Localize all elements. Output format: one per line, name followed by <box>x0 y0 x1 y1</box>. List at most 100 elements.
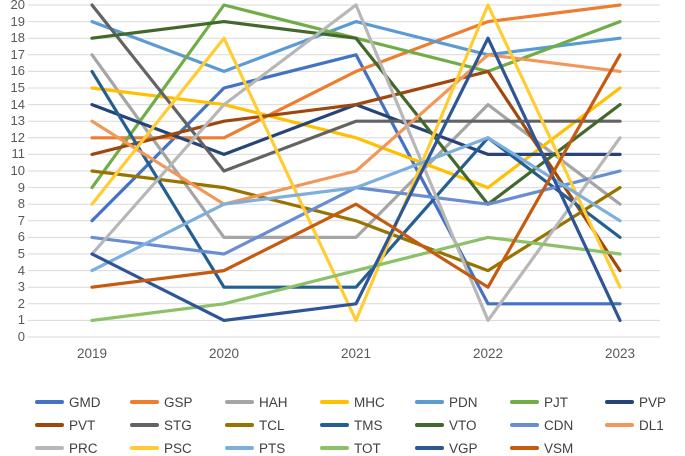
legend-item-PTS: PTS <box>225 440 285 456</box>
x-tick-label-2022: 2022 <box>472 346 504 361</box>
legend-label-PSC: PSC <box>164 440 192 456</box>
legend-swatch-PDN <box>415 400 444 404</box>
legend-swatch-CDN <box>510 423 539 427</box>
legend-label-MHC: MHC <box>354 394 385 410</box>
series-line-VTO <box>90 20 622 206</box>
legend-item-PVT: PVT <box>35 417 95 433</box>
y-tick-label-8: 8 <box>17 196 25 212</box>
legend-item-TMS: TMS <box>320 417 383 433</box>
plot-area <box>28 3 660 338</box>
legend-swatch-PRC <box>35 446 64 450</box>
legend-label-PTS: PTS <box>259 440 286 456</box>
legend-label-PDN: PDN <box>449 394 478 410</box>
legend-label-GSP: GSP <box>164 394 193 410</box>
legend-label-CDN: CDN <box>544 417 574 433</box>
legend-swatch-PVT <box>35 423 64 427</box>
y-tick-label-3: 3 <box>17 279 25 295</box>
legend-swatch-VGP <box>415 446 444 450</box>
y-tick-label-13: 13 <box>10 113 25 129</box>
series-line-PDN <box>90 20 622 74</box>
legend-item-TCL: TCL <box>225 417 285 433</box>
legend-item-VTO: VTO <box>415 417 477 433</box>
legend-item-MHC: MHC <box>320 394 385 410</box>
series-line-STG <box>90 3 622 173</box>
y-tick-label-6: 6 <box>17 229 25 245</box>
legend-swatch-MHC <box>320 400 349 404</box>
x-tick-label-2023: 2023 <box>604 346 636 361</box>
legend-item-GMD: GMD <box>35 394 101 410</box>
legend-label-GMD: GMD <box>69 394 101 410</box>
y-tick-label-2: 2 <box>17 295 25 311</box>
y-tick-label-0: 0 <box>17 329 25 344</box>
legend-label-PRC: PRC <box>69 440 98 456</box>
legend-item-PDN: PDN <box>415 394 478 410</box>
series-line-TOT <box>90 235 622 322</box>
series-line-PVT <box>90 69 622 273</box>
y-tick-label-10: 10 <box>10 163 25 178</box>
legend-swatch-PSC <box>130 446 159 450</box>
legend-label-DL1: DL1 <box>639 417 664 433</box>
legend-swatch-HAH <box>225 400 254 404</box>
legend-label-VTO: VTO <box>449 417 477 433</box>
legend-item-PVP: PVP <box>605 394 666 410</box>
legend-swatch-GMD <box>35 400 64 404</box>
legend-label-VSM: VSM <box>544 440 574 456</box>
legend-item-GSP: GSP <box>130 394 193 410</box>
legend-item-HAH: HAH <box>225 394 288 410</box>
legend-label-STG: STG <box>164 417 192 433</box>
legend-label-PJT: PJT <box>544 394 569 410</box>
legend-item-DL1: DL1 <box>605 417 664 433</box>
series-line-PTS <box>90 136 622 273</box>
y-tick-label-15: 15 <box>10 80 25 95</box>
y-tick-label-17: 17 <box>10 46 25 62</box>
y-tick-label-14: 14 <box>10 96 25 112</box>
x-tick-label-2019: 2019 <box>76 346 108 361</box>
series-line-CDN <box>90 169 622 256</box>
y-tick-label-20: 20 <box>10 0 25 12</box>
legend-label-HAH: HAH <box>259 394 288 410</box>
y-tick-label-4: 4 <box>17 262 25 278</box>
legend-label-TCL: TCL <box>259 417 285 433</box>
legend-swatch-PJT <box>510 400 539 404</box>
legend-swatch-STG <box>130 423 159 427</box>
legend-label-VGP: VGP <box>449 440 478 456</box>
legend-label-TOT: TOT <box>354 440 381 456</box>
legend-label-TMS: TMS <box>354 417 383 433</box>
legend-item-VGP: VGP <box>415 440 478 456</box>
y-tick-label-11: 11 <box>11 146 26 162</box>
legend-swatch-TCL <box>225 423 254 427</box>
y-tick-label-9: 9 <box>17 179 25 195</box>
y-tick-label-1: 1 <box>17 312 25 328</box>
legend-label-PVP: PVP <box>639 394 667 410</box>
legend-swatch-VSM <box>510 446 539 450</box>
x-tick-label-2020: 2020 <box>208 346 240 361</box>
legend-item-TOT: TOT <box>320 440 381 456</box>
legend-swatch-PVP <box>605 400 634 404</box>
legend-swatch-TOT <box>320 446 349 450</box>
legend-swatch-DL1 <box>605 423 634 427</box>
y-tick-label-19: 19 <box>10 13 25 29</box>
legend-swatch-TMS <box>320 423 349 427</box>
legend-swatch-PTS <box>225 446 254 450</box>
legend-label-PVT: PVT <box>69 417 96 433</box>
y-tick-label-5: 5 <box>17 246 25 261</box>
y-tick-label-18: 18 <box>10 30 25 46</box>
x-tick-label-2021: 2021 <box>340 346 372 361</box>
legend-item-STG: STG <box>130 417 192 433</box>
legend-swatch-VTO <box>415 423 444 427</box>
legend-item-PSC: PSC <box>130 440 192 456</box>
legend-item-CDN: CDN <box>510 417 573 433</box>
series-line-VGP <box>90 36 622 322</box>
series-line-DL1 <box>90 53 622 206</box>
series-line-VSM <box>90 53 622 289</box>
y-tick-label-12: 12 <box>10 129 25 145</box>
legend-item-PJT: PJT <box>510 394 568 410</box>
legend-item-VSM: VSM <box>510 440 573 456</box>
y-tick-label-16: 16 <box>10 63 25 79</box>
series-line-PSC <box>90 3 622 322</box>
y-tick-label-7: 7 <box>17 212 25 228</box>
series-line-PJT <box>90 3 622 190</box>
legend-item-PRC: PRC <box>35 440 98 456</box>
legend-swatch-GSP <box>130 400 159 404</box>
